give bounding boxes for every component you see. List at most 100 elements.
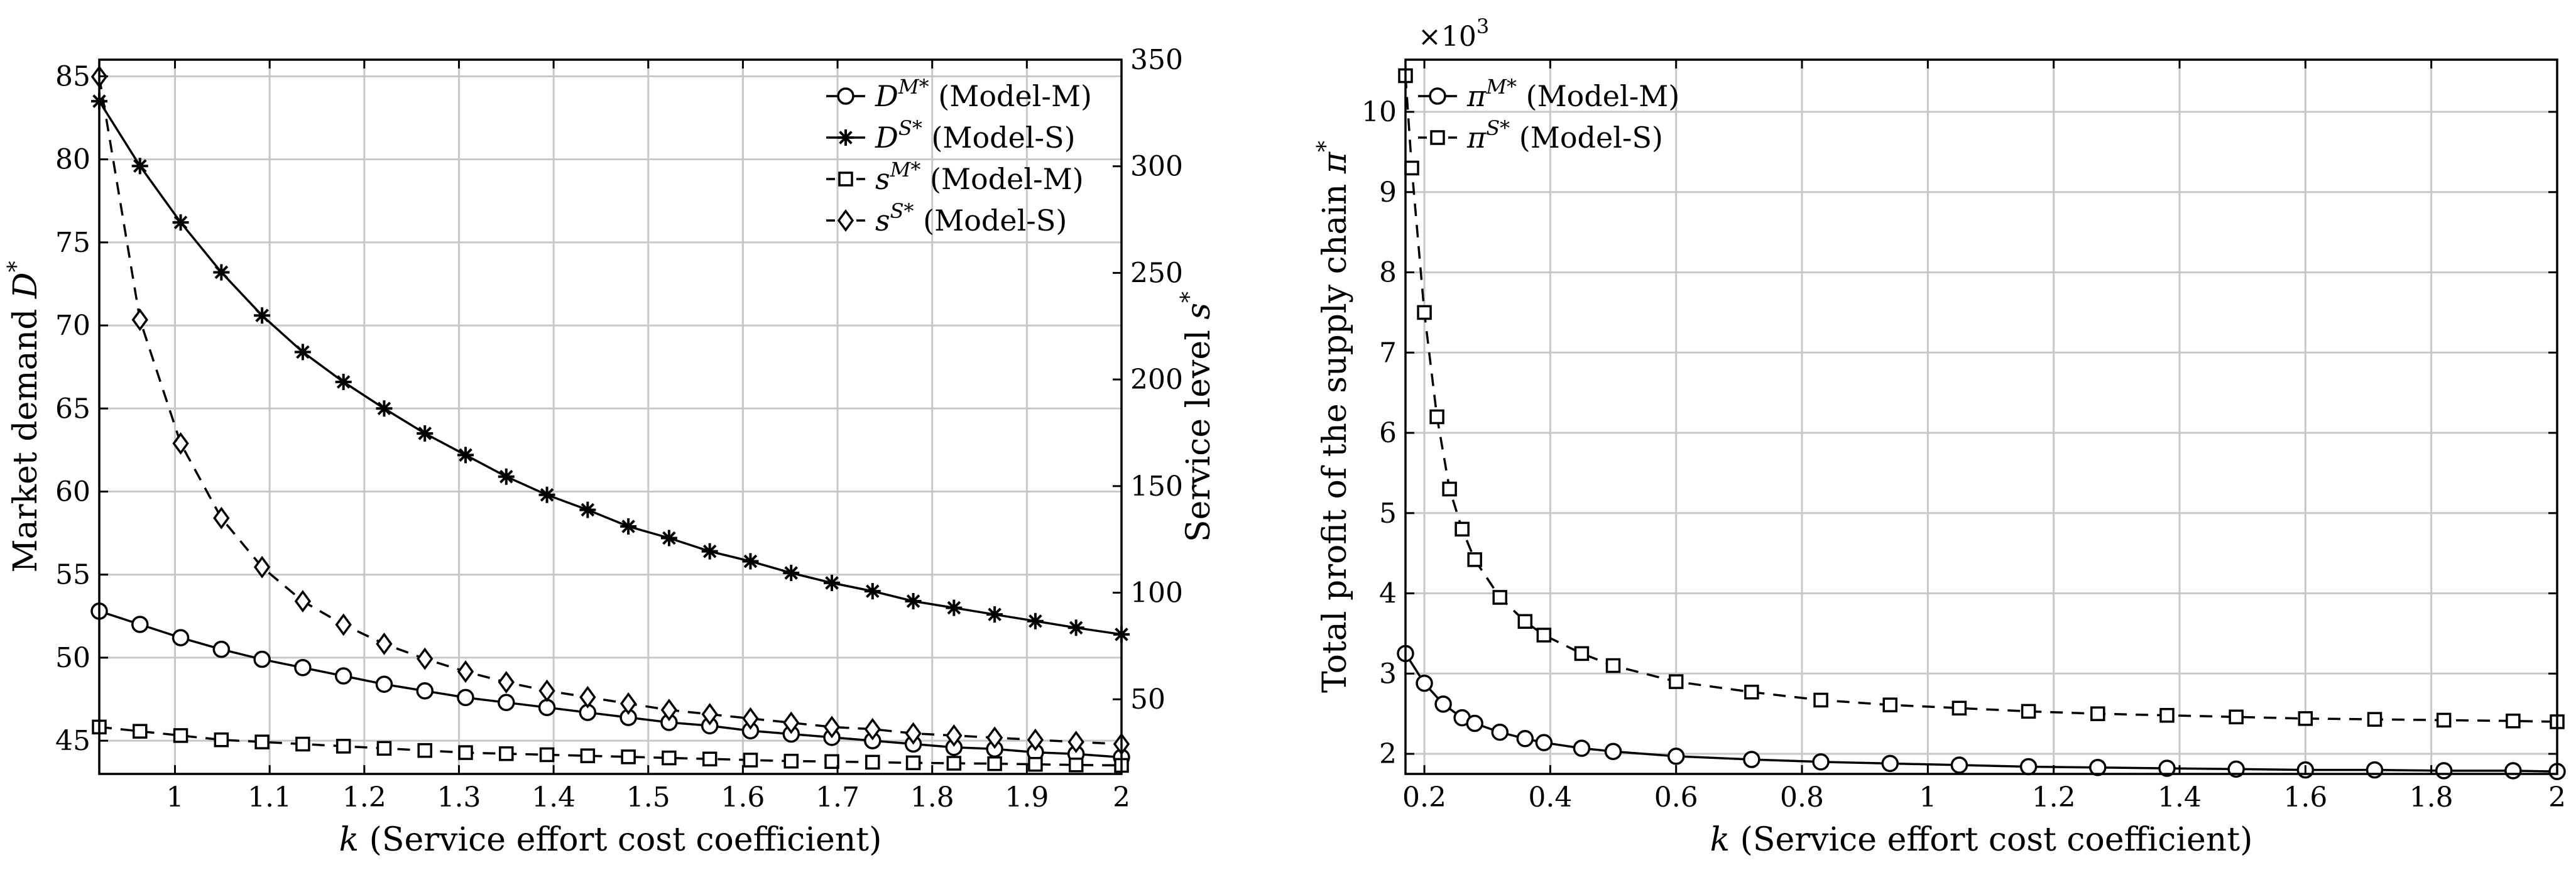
data-point (2504, 762, 2522, 780)
data-point (1028, 756, 1043, 772)
data-point (2298, 711, 2313, 726)
x-tick-label: 1 (1919, 781, 1936, 814)
y-tick-label: 4 (1379, 578, 1397, 610)
data-point (742, 707, 759, 730)
legend-item: πM* (Model-M) (1418, 75, 1679, 113)
data-point (376, 633, 393, 655)
data-point (946, 724, 963, 747)
legend-label: πS* (Model-S) (1466, 116, 1663, 155)
data-point (743, 753, 758, 768)
data-point (1667, 748, 1685, 765)
data-point (1404, 160, 1419, 176)
legend-item: sS* (Model-S) (826, 199, 1067, 237)
y-axis-right: 50 100 150 200 250 300 350 (1113, 44, 1183, 716)
data-point (946, 599, 963, 616)
y-tick-label: 60 (55, 476, 90, 508)
x-tick-label: 0.2 (1402, 781, 1446, 814)
legend-label: sM* (Model-M) (875, 158, 1084, 196)
data-point (701, 543, 718, 560)
x-axis-label: k (Service effort cost coefficient) (1710, 821, 2253, 859)
x-tick-label: 1.8 (910, 781, 954, 814)
legend-marker (1430, 130, 1445, 145)
y-axis: 2 3 4 5 6 7 8 9 10 (1362, 96, 2557, 770)
data-point (660, 699, 678, 722)
data-point (172, 214, 189, 231)
data-point (1067, 619, 1084, 636)
data-point (905, 722, 922, 745)
data-point (499, 746, 514, 761)
y-tick-label: 10 (1362, 96, 1397, 128)
data-point (619, 692, 637, 715)
y-right-tick-label: 100 (1130, 577, 1183, 609)
data-point (417, 425, 434, 442)
data-point (783, 753, 799, 769)
y-tick-label: 2 (1379, 738, 1397, 770)
data-point (375, 675, 393, 693)
data-point (294, 590, 312, 613)
data-point (2229, 709, 2244, 725)
data-point (864, 717, 881, 741)
y-right-tick-label: 50 (1130, 683, 1165, 716)
x-tick-label: 1.6 (721, 781, 765, 814)
data-point (1813, 692, 1828, 708)
data-point (498, 468, 515, 485)
series-group (1397, 68, 2566, 780)
y-tick-label: 75 (55, 227, 90, 259)
data-point (1535, 734, 1553, 751)
data-point (1882, 697, 1898, 712)
data-point (621, 749, 636, 765)
data-point (295, 736, 310, 752)
x-tick-label: 1.6 (2283, 781, 2327, 814)
data-point (254, 734, 270, 749)
data-point (538, 699, 556, 716)
y-tick-label: 65 (55, 393, 90, 425)
legend-item: sM* (Model-M) (826, 158, 1084, 196)
y-tick-label: 8 (1379, 257, 1397, 289)
x-axis: 1 1.1 1.2 1.3 1.4 1.5 1.6 1.7 1.8 1.9 2 (166, 60, 1130, 814)
x-tick-label: 1.9 (1005, 781, 1049, 814)
data-point (905, 755, 921, 771)
x-tick-label: 0.4 (1528, 781, 1572, 814)
series-line (1404, 75, 2558, 723)
legend-label: DS* (Model-S) (875, 116, 1076, 155)
data-point (1744, 684, 1759, 700)
data-point (905, 593, 922, 610)
data-point (457, 660, 474, 683)
data-point (213, 264, 230, 281)
y-right-tick-label: 150 (1130, 471, 1183, 503)
x-tick-label: 1 (166, 781, 184, 814)
data-point (1429, 409, 1444, 425)
data-point (417, 647, 434, 670)
y-axis-label: Market demand D* (4, 261, 45, 572)
data-point (1416, 674, 1433, 692)
data-point (1467, 552, 1482, 567)
data-point (2021, 704, 2036, 719)
data-point (580, 748, 596, 763)
legend-marker (837, 209, 854, 232)
data-point (742, 553, 759, 570)
data-point (824, 574, 841, 591)
data-point (2367, 712, 2382, 727)
plot-frame (1404, 58, 2558, 775)
data-point (294, 659, 312, 677)
data-point (1466, 714, 1483, 732)
data-point (1950, 756, 1968, 774)
data-point (416, 682, 434, 700)
data-point (660, 530, 677, 547)
data-point (1442, 481, 1457, 497)
data-point (1605, 658, 1621, 673)
y-right-tick-label: 350 (1130, 44, 1183, 76)
data-point (620, 518, 637, 535)
y-tick-label: 9 (1379, 177, 1397, 209)
data-point (986, 726, 1003, 749)
data-point (173, 728, 188, 743)
data-point (294, 344, 311, 361)
data-point (702, 751, 718, 766)
x-tick-label: 2 (1113, 781, 1130, 814)
y-tick-label: 85 (55, 60, 90, 92)
y-tick-label: 5 (1379, 498, 1397, 530)
data-point (2158, 759, 2176, 777)
data-point (417, 743, 432, 758)
data-point (131, 158, 148, 175)
data-point (1492, 590, 1507, 605)
